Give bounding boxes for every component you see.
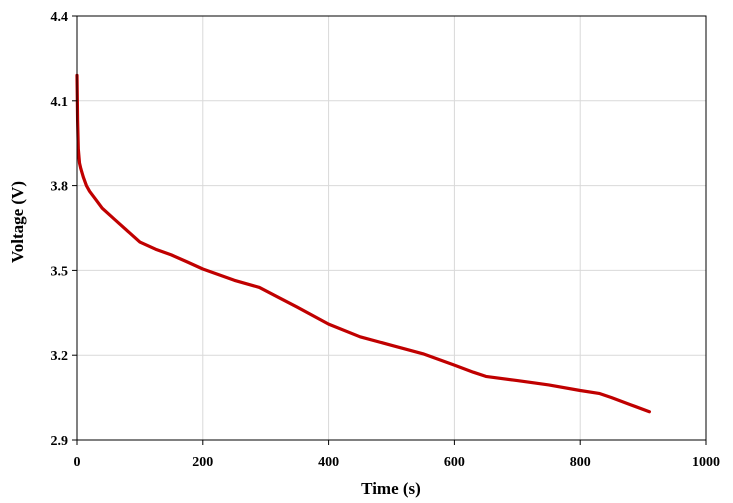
x-tick-label: 1000	[692, 455, 720, 470]
y-tick-label: 4.1	[51, 95, 69, 110]
plot-area-frame	[76, 15, 707, 441]
y-axis: 2.9 3.2 3.5 3.8 4.1 4.4	[51, 10, 77, 449]
y-tick-label: 4.4	[51, 10, 69, 25]
x-tick-label: 400	[318, 455, 339, 470]
voltage-line	[75, 73, 652, 414]
x-tick-label: 200	[192, 455, 213, 470]
y-tick-label: 2.9	[51, 434, 69, 449]
y-axis-title: Voltage (V)	[8, 181, 27, 263]
x-axis-title: Time (s)	[361, 479, 421, 498]
y-tick-label: 3.5	[51, 264, 69, 279]
x-tick-label: 800	[570, 455, 591, 470]
x-tick-label: 600	[444, 455, 465, 470]
x-tick-label: 0	[74, 455, 81, 470]
series-group	[75, 73, 652, 414]
y-tick-label: 3.8	[51, 180, 69, 195]
y-tick-label: 3.2	[51, 349, 69, 364]
x-axis: 0 200 400 600 800 1000	[74, 440, 720, 470]
gridlines	[77, 16, 706, 440]
